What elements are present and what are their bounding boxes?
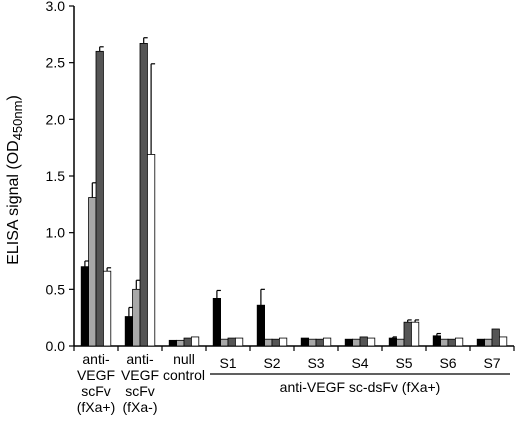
x-category-label: S7 bbox=[483, 355, 500, 371]
x-category-label: anti- bbox=[126, 351, 154, 367]
bar bbox=[410, 321, 420, 347]
bar bbox=[234, 337, 244, 347]
y-axis-title: ELISA signal (OD450nm) bbox=[5, 95, 25, 265]
bar bbox=[476, 338, 486, 347]
bar bbox=[146, 154, 156, 347]
bar bbox=[212, 297, 221, 347]
bar bbox=[183, 337, 192, 347]
bar bbox=[220, 338, 229, 347]
plot-area: 0.00.51.01.52.02.53.0anti-VEGFscFv(fXa+)… bbox=[46, 0, 515, 415]
bar bbox=[344, 338, 354, 347]
bar bbox=[440, 338, 449, 347]
bar bbox=[491, 328, 500, 347]
y-tick-label: 1.0 bbox=[46, 225, 66, 241]
x-category-label: VEGF bbox=[77, 367, 115, 383]
bar bbox=[388, 337, 398, 347]
bar bbox=[454, 337, 464, 347]
x-category-label: S4 bbox=[351, 355, 368, 371]
bar bbox=[264, 338, 273, 347]
bar bbox=[396, 338, 405, 347]
bar bbox=[132, 288, 141, 347]
group-label: anti-VEGF sc-dsFv (fXa+) bbox=[280, 379, 441, 395]
bar bbox=[359, 336, 368, 347]
x-category-label: scFv bbox=[125, 383, 155, 399]
bar bbox=[256, 304, 266, 347]
y-tick-label: 0.5 bbox=[46, 281, 66, 297]
y-tick-label: 0.0 bbox=[46, 338, 66, 354]
x-category-label: (fXa-) bbox=[123, 399, 158, 415]
bar bbox=[124, 316, 133, 347]
bar bbox=[190, 336, 200, 347]
bar bbox=[88, 197, 97, 347]
bar bbox=[432, 335, 442, 347]
x-category-label: null bbox=[173, 351, 195, 367]
bar bbox=[168, 339, 177, 347]
y-tick-label: 2.5 bbox=[46, 55, 66, 71]
bar bbox=[139, 43, 148, 347]
x-category-label: (fXa+) bbox=[77, 399, 116, 415]
bar bbox=[300, 337, 310, 347]
bar bbox=[322, 337, 332, 347]
x-category-label: VEGF bbox=[121, 367, 159, 383]
y-tick-label: 1.5 bbox=[46, 168, 66, 184]
bar bbox=[315, 338, 324, 347]
x-category-label: S6 bbox=[439, 355, 456, 371]
bar bbox=[366, 337, 376, 347]
x-category-label: scFv bbox=[81, 383, 111, 399]
bar bbox=[271, 338, 280, 347]
x-category-label: S3 bbox=[307, 355, 324, 371]
x-category-label: S1 bbox=[219, 355, 236, 371]
bar bbox=[95, 50, 104, 347]
bar bbox=[498, 336, 508, 347]
bar bbox=[176, 339, 185, 347]
x-category-label: anti- bbox=[82, 351, 110, 367]
bar bbox=[403, 321, 412, 347]
bar bbox=[278, 337, 288, 347]
bar bbox=[103, 270, 112, 347]
y-tick-label: 2.0 bbox=[46, 111, 66, 127]
bar bbox=[308, 338, 317, 347]
bar bbox=[80, 266, 89, 347]
y-tick-label: 3.0 bbox=[46, 0, 66, 14]
bar bbox=[352, 338, 361, 347]
x-category-label: control bbox=[163, 367, 205, 383]
bar bbox=[447, 338, 456, 347]
x-category-label: S2 bbox=[263, 355, 280, 371]
bar bbox=[227, 337, 236, 347]
bar bbox=[484, 338, 493, 347]
x-category-label: S5 bbox=[395, 355, 412, 371]
